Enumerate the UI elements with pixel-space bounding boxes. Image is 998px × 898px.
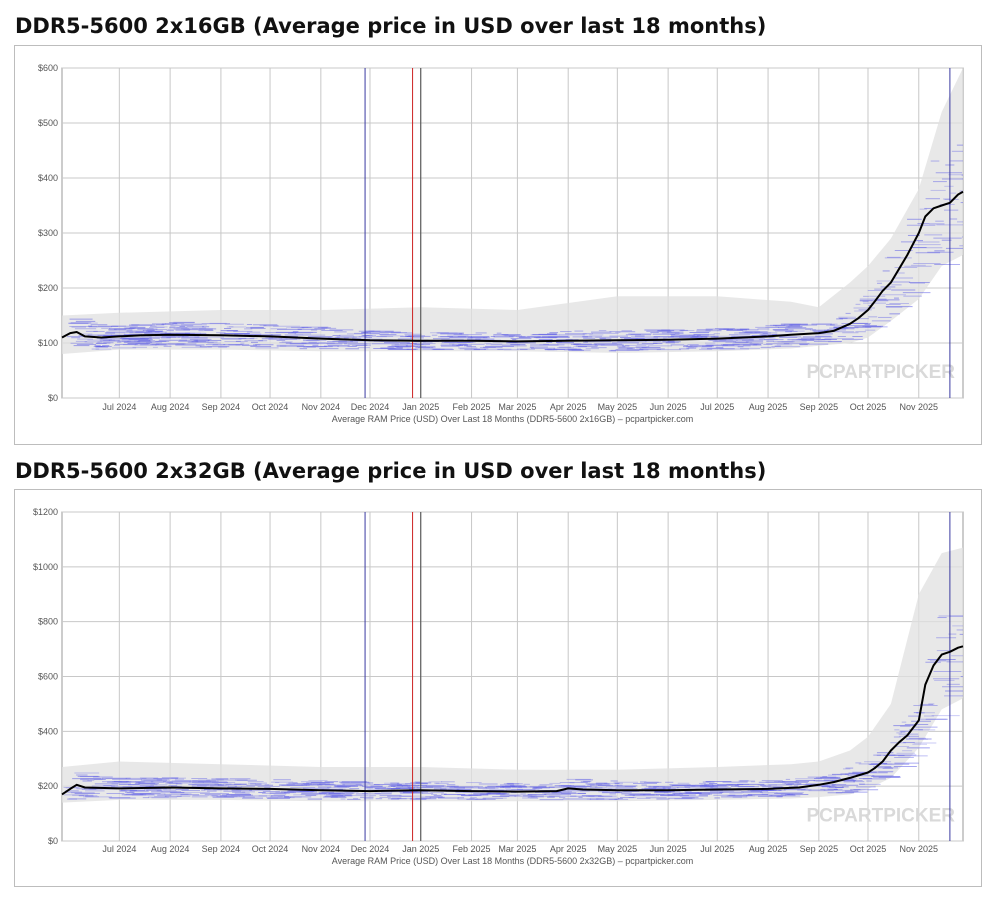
- x-tick-label: Nov 2024: [302, 844, 341, 854]
- x-tick-label: Sep 2024: [202, 844, 241, 854]
- y-tick-label: $400: [38, 173, 58, 183]
- x-tick-label: Oct 2025: [850, 844, 887, 854]
- x-tick-label: Aug 2025: [749, 844, 788, 854]
- x-tick-label: Oct 2024: [252, 844, 289, 854]
- x-tick-label: Apr 2025: [550, 844, 587, 854]
- watermark-logo: PCPARTPICKER: [807, 805, 956, 826]
- x-tick-label: Oct 2024: [252, 402, 289, 412]
- chart-panel-2x16gb: $0 $100 $200 $300 $400 $500 $600 Jul 2024 Aug 20…: [14, 45, 982, 445]
- x-tick-label: Jul 2025: [700, 844, 734, 854]
- y-tick-label: $100: [38, 338, 58, 348]
- y-tick-label: $1200: [33, 507, 58, 517]
- x-tick-label: Aug 2024: [151, 844, 190, 854]
- x-tick-label: Jun 2025: [650, 402, 687, 412]
- x-tick-label: Jul 2025: [700, 402, 734, 412]
- x-tick-label: Jun 2025: [650, 844, 687, 854]
- x-tick-label: Jan 2025: [402, 402, 439, 412]
- y-tick-label: $200: [38, 781, 58, 791]
- price-range-band: [62, 547, 963, 803]
- y-tick-label: $300: [38, 228, 58, 238]
- y-tick-label: $400: [38, 726, 58, 736]
- x-tick-label: Sep 2024: [202, 402, 241, 412]
- chart-caption: Average RAM Price (USD) Over Last 18 Mon…: [332, 856, 693, 866]
- y-tick-label: $200: [38, 283, 58, 293]
- x-tick-label: Nov 2025: [900, 844, 939, 854]
- x-tick-label: Jan 2025: [402, 844, 439, 854]
- chart-caption: Average RAM Price (USD) Over Last 18 Mon…: [332, 414, 693, 424]
- x-tick-label: May 2025: [598, 844, 638, 854]
- x-tick-label: Dec 2024: [351, 844, 390, 854]
- x-tick-label: Oct 2025: [850, 402, 887, 412]
- x-tick-label: Mar 2025: [498, 402, 536, 412]
- price-chart-2x16gb: $0 $100 $200 $300 $400 $500 $600 Jul 2024 Aug 20…: [38, 63, 964, 424]
- x-tick-label: Feb 2025: [453, 844, 491, 854]
- price-chart-2x32gb: $0 $200 $400 $600 $800 $1000 $1200 Jul 2024 Aug …: [33, 507, 964, 866]
- watermark-logo: PCPARTPICKER: [807, 362, 956, 383]
- y-tick-label: $500: [38, 118, 58, 128]
- y-tick-label: $0: [48, 393, 58, 403]
- chart-title-2x16gb: DDR5-5600 2x16GB (Average price in USD o…: [15, 14, 767, 38]
- average-price-line: [61, 190, 964, 343]
- x-tick-label: Jul 2024: [102, 402, 136, 412]
- x-tick-label: Sep 2025: [800, 844, 839, 854]
- x-tick-label: May 2025: [598, 402, 638, 412]
- x-tick-label: Apr 2025: [550, 402, 587, 412]
- y-tick-label: $600: [38, 63, 58, 73]
- x-tick-label: Jul 2024: [102, 844, 136, 854]
- x-tick-label: Nov 2025: [900, 402, 939, 412]
- average-price-line: [61, 645, 964, 796]
- y-tick-label: $1000: [33, 562, 58, 572]
- chart-title-2x32gb: DDR5-5600 2x32GB (Average price in USD o…: [15, 459, 767, 483]
- x-tick-label: Aug 2025: [749, 402, 788, 412]
- y-tick-label: $800: [38, 617, 58, 627]
- x-tick-label: Sep 2025: [800, 402, 839, 412]
- y-tick-label: $600: [38, 672, 58, 682]
- x-tick-label: Dec 2024: [351, 402, 390, 412]
- x-tick-label: Nov 2024: [302, 402, 341, 412]
- chart-panel-2x32gb: $0 $200 $400 $600 $800 $1000 $1200 Jul 2024 Aug …: [14, 489, 982, 887]
- x-tick-label: Mar 2025: [498, 844, 536, 854]
- x-tick-label: Feb 2025: [453, 402, 491, 412]
- y-tick-label: $0: [48, 836, 58, 846]
- x-tick-label: Aug 2024: [151, 402, 190, 412]
